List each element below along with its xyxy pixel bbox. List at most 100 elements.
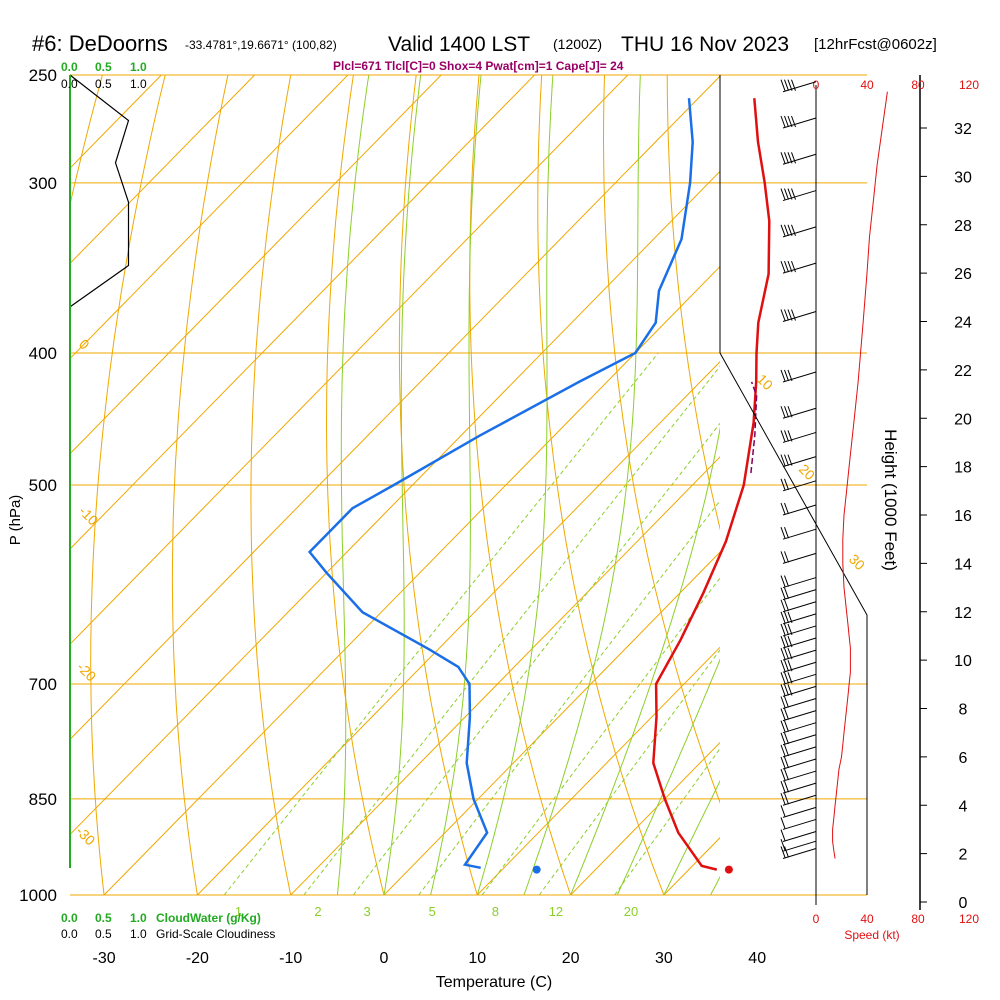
- wind-barb: [780, 551, 817, 564]
- wind-barb-feather: [780, 188, 786, 200]
- wind-barb-feather: [787, 623, 793, 636]
- wind-barb-feather: [787, 152, 793, 164]
- wind-barb-feather: [780, 846, 786, 858]
- wind-barb-feather: [780, 720, 786, 732]
- wind-barb-shaft: [782, 831, 817, 843]
- wind-barb-feather: [784, 188, 789, 200]
- wind-barb-feather: [780, 672, 786, 684]
- wind-barb-feather: [787, 115, 793, 128]
- wind-barb-feather: [780, 478, 786, 490]
- height-tick-label: 14: [954, 556, 972, 573]
- wind-barb-feather: [784, 793, 789, 805]
- wind-barb: [780, 575, 817, 589]
- wind-barb-feather: [780, 744, 786, 757]
- pressure-tick-label: 850: [29, 790, 57, 809]
- pressure-tick-label: 300: [29, 174, 57, 193]
- wind-barb-feather: [780, 817, 786, 829]
- wind-barb-feather: [780, 551, 786, 563]
- mixing-ratio-line: [481, 577, 720, 895]
- temperature-tick-label: 20: [562, 950, 580, 967]
- wind-barb-feather: [787, 224, 793, 237]
- dry-adiabat: [981, 75, 1000, 895]
- dry-adiabat: [469, 75, 572, 895]
- moist-adiabat: [523, 75, 641, 895]
- wind-barb-feather: [780, 780, 786, 793]
- wind-barb-feather: [784, 672, 789, 684]
- wind-barb-feather: [780, 430, 786, 442]
- mixing-ratio-label: 8: [492, 904, 499, 919]
- wind-barb-feather: [780, 115, 786, 128]
- wind-barb-feather: [780, 599, 786, 611]
- wind-barb-feather: [791, 115, 796, 128]
- isotherm-line: [476, 646, 720, 895]
- height-tick-label: 32: [954, 121, 972, 138]
- pressure-tick-label: 700: [29, 675, 57, 694]
- wind-barb-feather: [784, 708, 789, 720]
- mixing-ratio-label: 2: [314, 904, 321, 919]
- moist-adiabat: [476, 75, 554, 895]
- wind-barb: [780, 309, 817, 322]
- wind-barb-feather: [784, 780, 789, 793]
- wind-barb-feather: [787, 635, 793, 648]
- wind-barb-feather: [787, 660, 793, 672]
- mixing-ratio-line: [303, 365, 720, 895]
- wind-barb: [780, 623, 817, 637]
- wind-barb: [780, 188, 817, 202]
- speed-tick-bottom: 40: [860, 912, 874, 926]
- dry-adiabat: [537, 75, 665, 895]
- wind-barb-feather: [784, 720, 789, 732]
- isotherm-label: -30: [73, 823, 99, 849]
- height-tick-label: 16: [954, 508, 972, 525]
- wind-barb-feather: [780, 502, 786, 515]
- wind-barb-feather: [780, 527, 786, 539]
- wind-barb: [780, 224, 817, 238]
- wind-barb-feather: [780, 454, 786, 466]
- height-tick-label: 24: [954, 315, 972, 332]
- wind-barb-feather: [791, 79, 796, 91]
- wind-barb-feather: [784, 587, 789, 599]
- dry-adiabat: [398, 75, 478, 895]
- wind-barb-feather: [780, 224, 786, 237]
- wind-barb-feather: [787, 406, 793, 418]
- height-tick-label: 0: [959, 895, 968, 912]
- pressure-tick-label: 500: [29, 476, 57, 495]
- wind-barb-feather: [780, 768, 786, 781]
- wind-barb: [780, 684, 817, 697]
- wind-barb-feather: [784, 732, 789, 744]
- wind-barb: [780, 478, 817, 492]
- wind-barb: [780, 454, 817, 468]
- wind-barb-feather: [780, 660, 786, 672]
- wind-speed-line: [832, 91, 888, 859]
- dry-adiabat: [666, 75, 720, 531]
- wind-barb-feather: [784, 152, 789, 164]
- wind-barb-feather: [787, 79, 793, 91]
- wind-barb-feather: [784, 575, 789, 587]
- wind-barb-feather: [787, 188, 793, 200]
- wind-barb-feather: [780, 587, 786, 599]
- wind-barb-feather: [784, 309, 789, 321]
- wind-barb-feather: [780, 309, 786, 321]
- moist-adiabat: [616, 658, 720, 895]
- wind-barb: [780, 768, 817, 782]
- dry-adiabat: [918, 75, 1000, 895]
- wind-barb-feather: [787, 309, 793, 321]
- wind-barb-feather: [780, 756, 786, 769]
- wind-barb: [780, 635, 817, 649]
- dry-adiabat: [250, 75, 292, 895]
- height-tick-label: 12: [954, 605, 972, 622]
- wind-barb-feather: [787, 672, 793, 684]
- wind-barb-feather: [780, 696, 786, 708]
- wind-barb: [780, 829, 817, 843]
- wind-barb: [780, 839, 817, 852]
- wind-barb: [780, 708, 817, 722]
- wind-barb-feather: [784, 635, 789, 648]
- wind-barb-feather: [784, 660, 789, 672]
- wind-barb: [780, 720, 817, 734]
- wind-barb-feather: [787, 647, 793, 660]
- wind-barb: [780, 756, 817, 770]
- wind-barb-feather: [784, 744, 789, 757]
- wind-barb-feather: [787, 611, 793, 624]
- wind-barb: [780, 647, 817, 661]
- wind-barb-feather: [780, 805, 786, 817]
